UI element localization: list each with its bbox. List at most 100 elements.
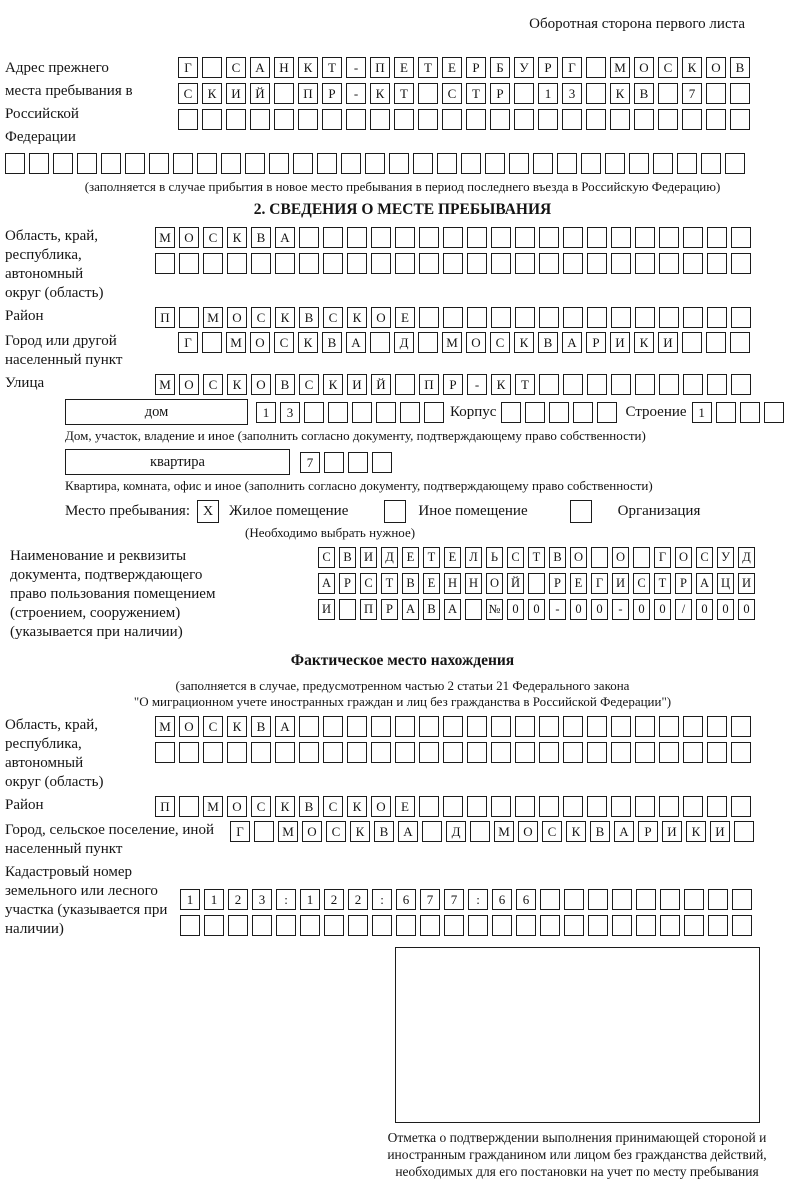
cell[interactable]: О [371, 307, 391, 328]
cell[interactable]: Д [446, 821, 466, 842]
cell[interactable] [629, 153, 649, 174]
cell[interactable] [467, 716, 487, 737]
cell[interactable] [419, 716, 439, 737]
cell[interactable] [563, 796, 583, 817]
cell[interactable]: Е [444, 547, 461, 568]
cell[interactable] [341, 153, 361, 174]
cell[interactable]: 7 [682, 83, 702, 104]
cell[interactable]: П [298, 83, 318, 104]
cell[interactable] [587, 742, 607, 763]
cell[interactable]: 0 [507, 599, 524, 620]
cell[interactable]: С [658, 57, 678, 78]
cell[interactable] [731, 227, 751, 248]
cell[interactable]: П [155, 307, 175, 328]
cell[interactable]: К [610, 83, 630, 104]
cell[interactable]: В [339, 547, 356, 568]
cell[interactable] [635, 307, 655, 328]
cell[interactable]: И [318, 599, 335, 620]
cell[interactable] [443, 253, 463, 274]
cell[interactable] [419, 227, 439, 248]
cell[interactable]: И [347, 374, 367, 395]
cell[interactable] [701, 153, 721, 174]
cell[interactable] [634, 109, 654, 130]
cell[interactable]: О [250, 332, 270, 353]
cell[interactable]: - [549, 599, 566, 620]
cell[interactable] [274, 109, 294, 130]
cell[interactable]: - [467, 374, 487, 395]
cell[interactable]: О [570, 547, 587, 568]
cell[interactable] [395, 716, 415, 737]
cell[interactable] [635, 716, 655, 737]
cell[interactable] [683, 796, 703, 817]
cell[interactable] [491, 253, 511, 274]
cell[interactable]: 3 [562, 83, 582, 104]
cell[interactable] [659, 796, 679, 817]
cell[interactable] [125, 153, 145, 174]
cell[interactable]: С [360, 573, 377, 594]
cell[interactable] [202, 57, 222, 78]
cell[interactable] [732, 915, 752, 936]
cell[interactable] [573, 401, 594, 423]
cell[interactable]: Е [402, 547, 419, 568]
cell[interactable]: Р [490, 83, 510, 104]
cell[interactable] [269, 153, 289, 174]
cell[interactable] [443, 307, 463, 328]
cell[interactable]: П [370, 57, 390, 78]
cell[interactable] [324, 451, 344, 473]
cell[interactable] [323, 253, 343, 274]
cell[interactable]: Т [322, 57, 342, 78]
cell[interactable] [739, 401, 760, 423]
cell[interactable] [707, 716, 727, 737]
cell[interactable]: И [710, 821, 730, 842]
cell[interactable] [501, 401, 522, 423]
cell[interactable]: 3 [280, 401, 300, 423]
cell[interactable] [491, 796, 511, 817]
cell[interactable]: У [514, 57, 534, 78]
cell[interactable] [635, 742, 655, 763]
stroenie-cells[interactable]: 1 [691, 401, 784, 423]
cell[interactable] [372, 451, 392, 473]
cell[interactable]: Т [423, 547, 440, 568]
cell[interactable] [254, 821, 274, 842]
cell[interactable]: А [250, 57, 270, 78]
cell[interactable]: В [730, 57, 750, 78]
cell[interactable]: М [203, 307, 223, 328]
cell[interactable]: М [610, 57, 630, 78]
cell[interactable] [365, 153, 385, 174]
cell[interactable] [228, 915, 248, 936]
cell[interactable]: Й [507, 573, 524, 594]
document-cells-3[interactable]: И П Р А В А № 0 0-0 0-0 0/0 0 0 [318, 599, 755, 620]
cell[interactable]: В [423, 599, 440, 620]
cell[interactable] [611, 253, 631, 274]
cell[interactable]: О [179, 227, 199, 248]
cell[interactable]: Г [178, 332, 198, 353]
cell[interactable]: С [696, 547, 713, 568]
cell[interactable] [491, 307, 511, 328]
cell[interactable] [610, 109, 630, 130]
cell[interactable]: С [274, 332, 294, 353]
cell[interactable]: М [203, 796, 223, 817]
cell[interactable] [419, 307, 439, 328]
cell[interactable] [317, 153, 337, 174]
cell[interactable] [516, 915, 536, 936]
cell[interactable] [180, 915, 200, 936]
cell[interactable]: С [507, 547, 524, 568]
cell[interactable] [636, 889, 656, 910]
cell[interactable] [659, 253, 679, 274]
cell[interactable] [371, 227, 391, 248]
cell[interactable] [581, 153, 601, 174]
cell[interactable] [731, 374, 751, 395]
cell[interactable] [299, 227, 319, 248]
cell[interactable]: Т [418, 57, 438, 78]
cell[interactable] [636, 915, 656, 936]
cell[interactable] [732, 889, 752, 910]
cell[interactable]: С [203, 227, 223, 248]
cell[interactable]: Р [675, 573, 692, 594]
cell[interactable]: К [275, 307, 295, 328]
cell[interactable]: 7 [420, 889, 440, 910]
cell[interactable] [586, 83, 606, 104]
